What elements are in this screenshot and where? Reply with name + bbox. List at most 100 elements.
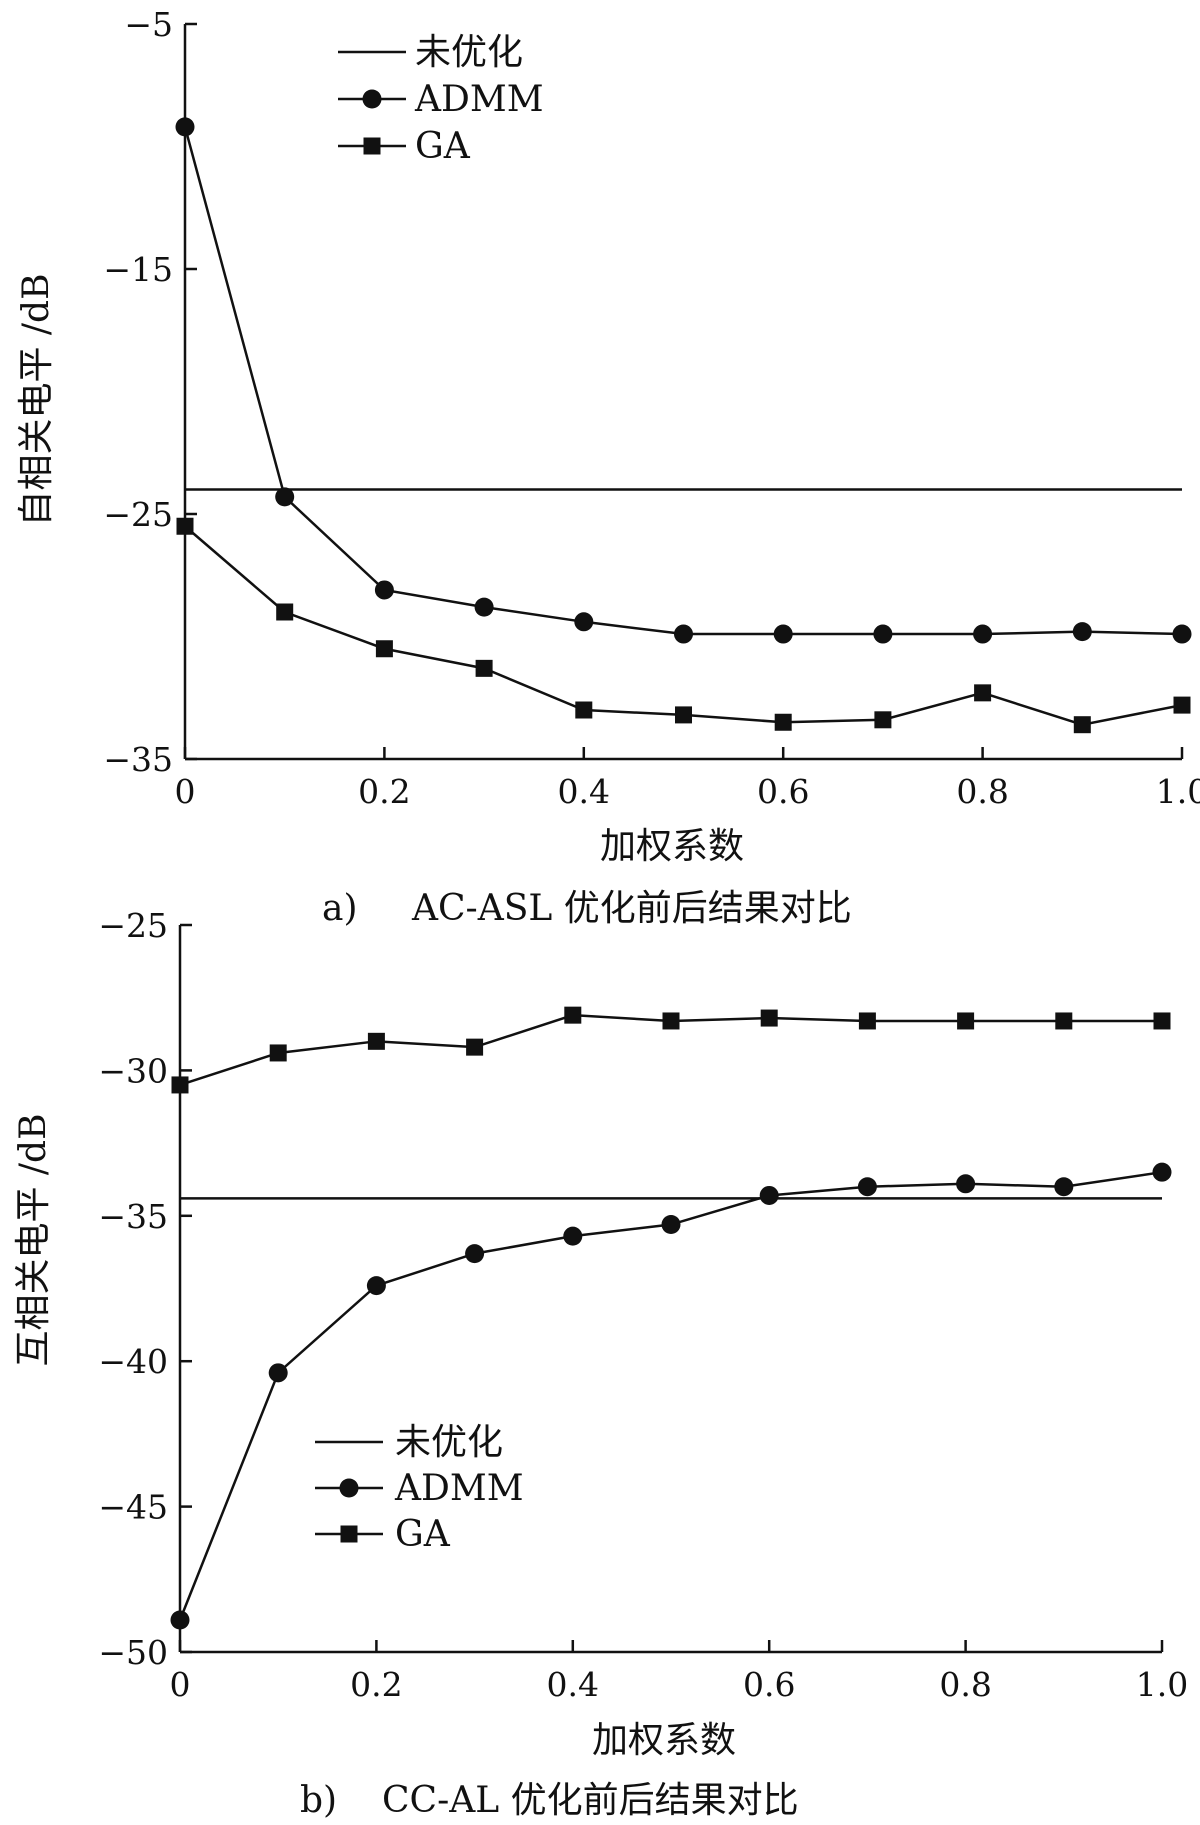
chart-b-legend-label: 未优化: [395, 1422, 503, 1463]
chart-b-series-circle: [170, 1162, 1172, 1630]
chart-b-xtick-label: 0.4: [547, 1665, 599, 1704]
chart-b-xtick-label: 0.8: [939, 1665, 991, 1704]
chart-a-xlabel: 加权系数: [600, 826, 744, 867]
chart-a-legend-marker: [362, 89, 382, 109]
chart-a-data-point: [973, 624, 993, 644]
chart-b-data-point: [171, 1076, 189, 1094]
chart-b-xtick-label: 0.2: [350, 1665, 402, 1704]
chart-b-y-ticks: −25 −30 −35 −40 −45 −50: [98, 906, 192, 1672]
chart-b-data-point: [170, 1610, 190, 1630]
chart-a-data-point: [575, 701, 593, 719]
chart-b-legend-label: ADMM: [394, 1468, 524, 1509]
chart-a-data-point: [773, 624, 793, 644]
chart-a-series: [175, 117, 1192, 734]
chart-b-legend-item: 未优化: [315, 1422, 503, 1463]
chart-a-data-point: [974, 684, 992, 702]
chart-a-data-point: [175, 117, 195, 137]
chart-a-ytick-label: −5: [124, 5, 173, 44]
chart-a-data-point: [873, 624, 893, 644]
chart-b-data-point: [662, 1012, 680, 1030]
chart-b-series-square: [171, 1006, 1171, 1094]
chart-a-ytick-label: −25: [103, 495, 173, 534]
chart-a-series-line: [183, 126, 1183, 636]
chart-b-data-point: [661, 1215, 681, 1235]
chart-b-ytick-label: −25: [98, 906, 168, 945]
chart-a-legend-item: ADMM: [338, 79, 544, 120]
chart-b-data-point: [563, 1226, 583, 1246]
chart-b-x-ticks: 0 0.2 0.4 0.6 0.8 1.0: [170, 1640, 1188, 1704]
chart-b-data-point: [858, 1012, 876, 1030]
chart-a-data-point: [474, 597, 494, 617]
chart-a-xtick-label: 0.2: [358, 772, 410, 811]
chart-a-xtick-label: 0.6: [757, 772, 809, 811]
chart-a-legend-item: GA: [338, 126, 471, 167]
chart-b-legend-marker: [339, 1478, 359, 1498]
chart-a-data-point: [374, 580, 394, 600]
chart-b-data-point: [759, 1185, 779, 1205]
chart-a-ytick-label: −35: [103, 740, 173, 779]
chart-b-ytick-label: −50: [98, 1633, 168, 1672]
chart-b-caption-letter: b): [300, 1780, 337, 1821]
chart-b-ytick-label: −30: [98, 1051, 168, 1090]
chart-a-data-point: [774, 713, 792, 731]
chart-a-data-point: [1172, 624, 1192, 644]
chart-b-ytick-label: −40: [98, 1342, 168, 1381]
chart-b-data-point: [760, 1009, 778, 1027]
chart-a-ylabel: 自相关电平 /dB: [16, 273, 57, 526]
chart-a-ytick-label: −15: [103, 250, 173, 289]
chart-b-data-point: [956, 1174, 976, 1194]
chart-b-legend-item: GA: [315, 1514, 451, 1555]
chart-b-data-point: [269, 1044, 287, 1062]
chart-a-data-point: [276, 603, 294, 621]
chart-b-data-point: [466, 1038, 484, 1056]
chart-b-data-point: [857, 1177, 877, 1197]
chart-b-legend-label: GA: [395, 1514, 451, 1555]
chart-b-data-point: [268, 1363, 288, 1383]
chart-a-xtick-label: 0: [175, 772, 196, 811]
chart-b-series-line: [178, 1170, 1163, 1621]
chart-a-data-point: [176, 517, 194, 535]
chart-b-xtick-label: 0: [170, 1665, 191, 1704]
chart-a-caption: AC-ASL 优化前后结果对比: [411, 888, 852, 929]
chart-b-data-point: [564, 1006, 582, 1024]
chart-a-data-point: [874, 711, 892, 729]
chart-b-xtick-label: 0.6: [743, 1665, 795, 1704]
chart-b: −25 −30 −35 −40 −45 −50 0 0.2 0.4 0.6 0.8 1.0 未优化 A…: [13, 906, 1188, 1821]
chart-a-data-point: [674, 624, 693, 644]
chart-b-caption: CC-AL 优化前后结果对比: [382, 1780, 799, 1821]
chart-a-data-point: [275, 487, 295, 507]
chart-a-xtick-label: 0.8: [956, 772, 1008, 811]
chart-b-xtick-label: 1.0: [1136, 1665, 1188, 1704]
chart-a-xtick-label: 1.0: [1156, 772, 1200, 811]
chart-a-data-point: [1073, 716, 1091, 734]
chart-b-data-point: [1152, 1162, 1172, 1182]
chart-b-xlabel: 加权系数: [592, 1720, 736, 1761]
chart-a-data-point: [675, 706, 692, 724]
chart-b-data-point: [1055, 1012, 1073, 1030]
chart-b-legend: 未优化 ADMM GA: [315, 1422, 524, 1555]
chart-a-data-point: [1173, 696, 1191, 714]
chart-a-data-point: [574, 612, 594, 632]
chart-a-legend-label: GA: [415, 126, 471, 167]
chart-a-series-circle: [175, 117, 1192, 644]
chart-a-y-ticks: −5 −15 −25 −35: [103, 5, 197, 779]
chart-a-data-point: [375, 640, 393, 658]
chart-b-data-point: [367, 1032, 385, 1050]
chart-a-data-point: [475, 659, 493, 677]
chart-a-legend-label: ADMM: [414, 79, 544, 120]
chart-a-caption-letter: a): [322, 888, 358, 929]
chart-b-data-point: [465, 1244, 485, 1264]
chart-b-legend-item: ADMM: [315, 1468, 524, 1509]
chart-b-ytick-label: −35: [98, 1197, 168, 1236]
chart-a-xtick-label: 0.4: [558, 772, 610, 811]
chart-b-data-point: [1054, 1177, 1074, 1197]
chart-b-data-point: [1153, 1012, 1171, 1030]
chart-b-data-point: [957, 1012, 975, 1030]
chart-a: −5 −15 −25 −35 0 0.2 0.4 0.6 0.8 1.0 未优化 ADMM GA 自…: [16, 5, 1200, 929]
chart-a-data-point: [1072, 622, 1092, 642]
chart-b-data-point: [366, 1276, 386, 1296]
chart-b-series: [170, 1006, 1172, 1630]
chart-a-legend-label: 未优化: [415, 32, 523, 73]
chart-b-ytick-label: −45: [98, 1488, 168, 1527]
